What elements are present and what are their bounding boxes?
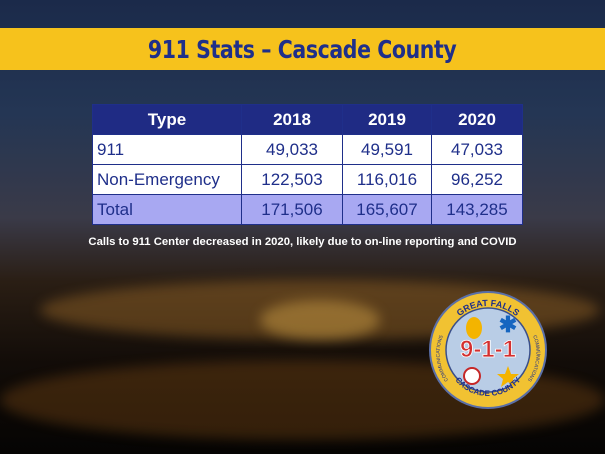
- cell: 49,033: [241, 134, 343, 165]
- cell: 911: [92, 134, 242, 165]
- logo-number: 9-1-1: [460, 336, 516, 363]
- logo-icon: [463, 367, 481, 385]
- cell: 47,033: [431, 134, 523, 165]
- logo-icon: ✱: [499, 312, 517, 337]
- total-row: Total 171,506 165,607 143,285: [92, 194, 523, 225]
- cell: 122,503: [241, 164, 343, 195]
- cell: 96,252: [431, 164, 523, 195]
- header-row: Type 2018 2019 2020: [92, 104, 523, 135]
- cell: Total: [92, 194, 242, 225]
- column-header: Type: [92, 104, 242, 135]
- caption: Calls to 911 Center decreased in 2020, l…: [88, 236, 517, 248]
- cell: 143,285: [431, 194, 523, 225]
- title-bar: 911 Stats – Cascade County: [0, 28, 605, 70]
- cell: 49,591: [342, 134, 432, 165]
- column-header: 2018: [241, 104, 343, 135]
- title: 911 Stats – Cascade County: [148, 34, 457, 64]
- column-header: 2020: [431, 104, 523, 135]
- cell: 116,016: [342, 164, 432, 195]
- logo-icon: [466, 317, 482, 339]
- cell: 171,506: [241, 194, 343, 225]
- row: Non-Emergency 122,503 116,016 96,252: [92, 164, 523, 195]
- stats-table: Type 2018 2019 2020 911 49,033 49,591 47…: [92, 104, 523, 225]
- row: 911 49,033 49,591 47,033: [92, 134, 523, 165]
- cell: 165,607: [342, 194, 432, 225]
- column-header: 2019: [342, 104, 432, 135]
- city-glow: [260, 300, 380, 340]
- cell: Non-Emergency: [92, 164, 242, 195]
- logo: ✱ GREAT FALLS CASCADE COUNTY COMMUNICATI…: [429, 291, 547, 409]
- logo-icon: [497, 366, 519, 387]
